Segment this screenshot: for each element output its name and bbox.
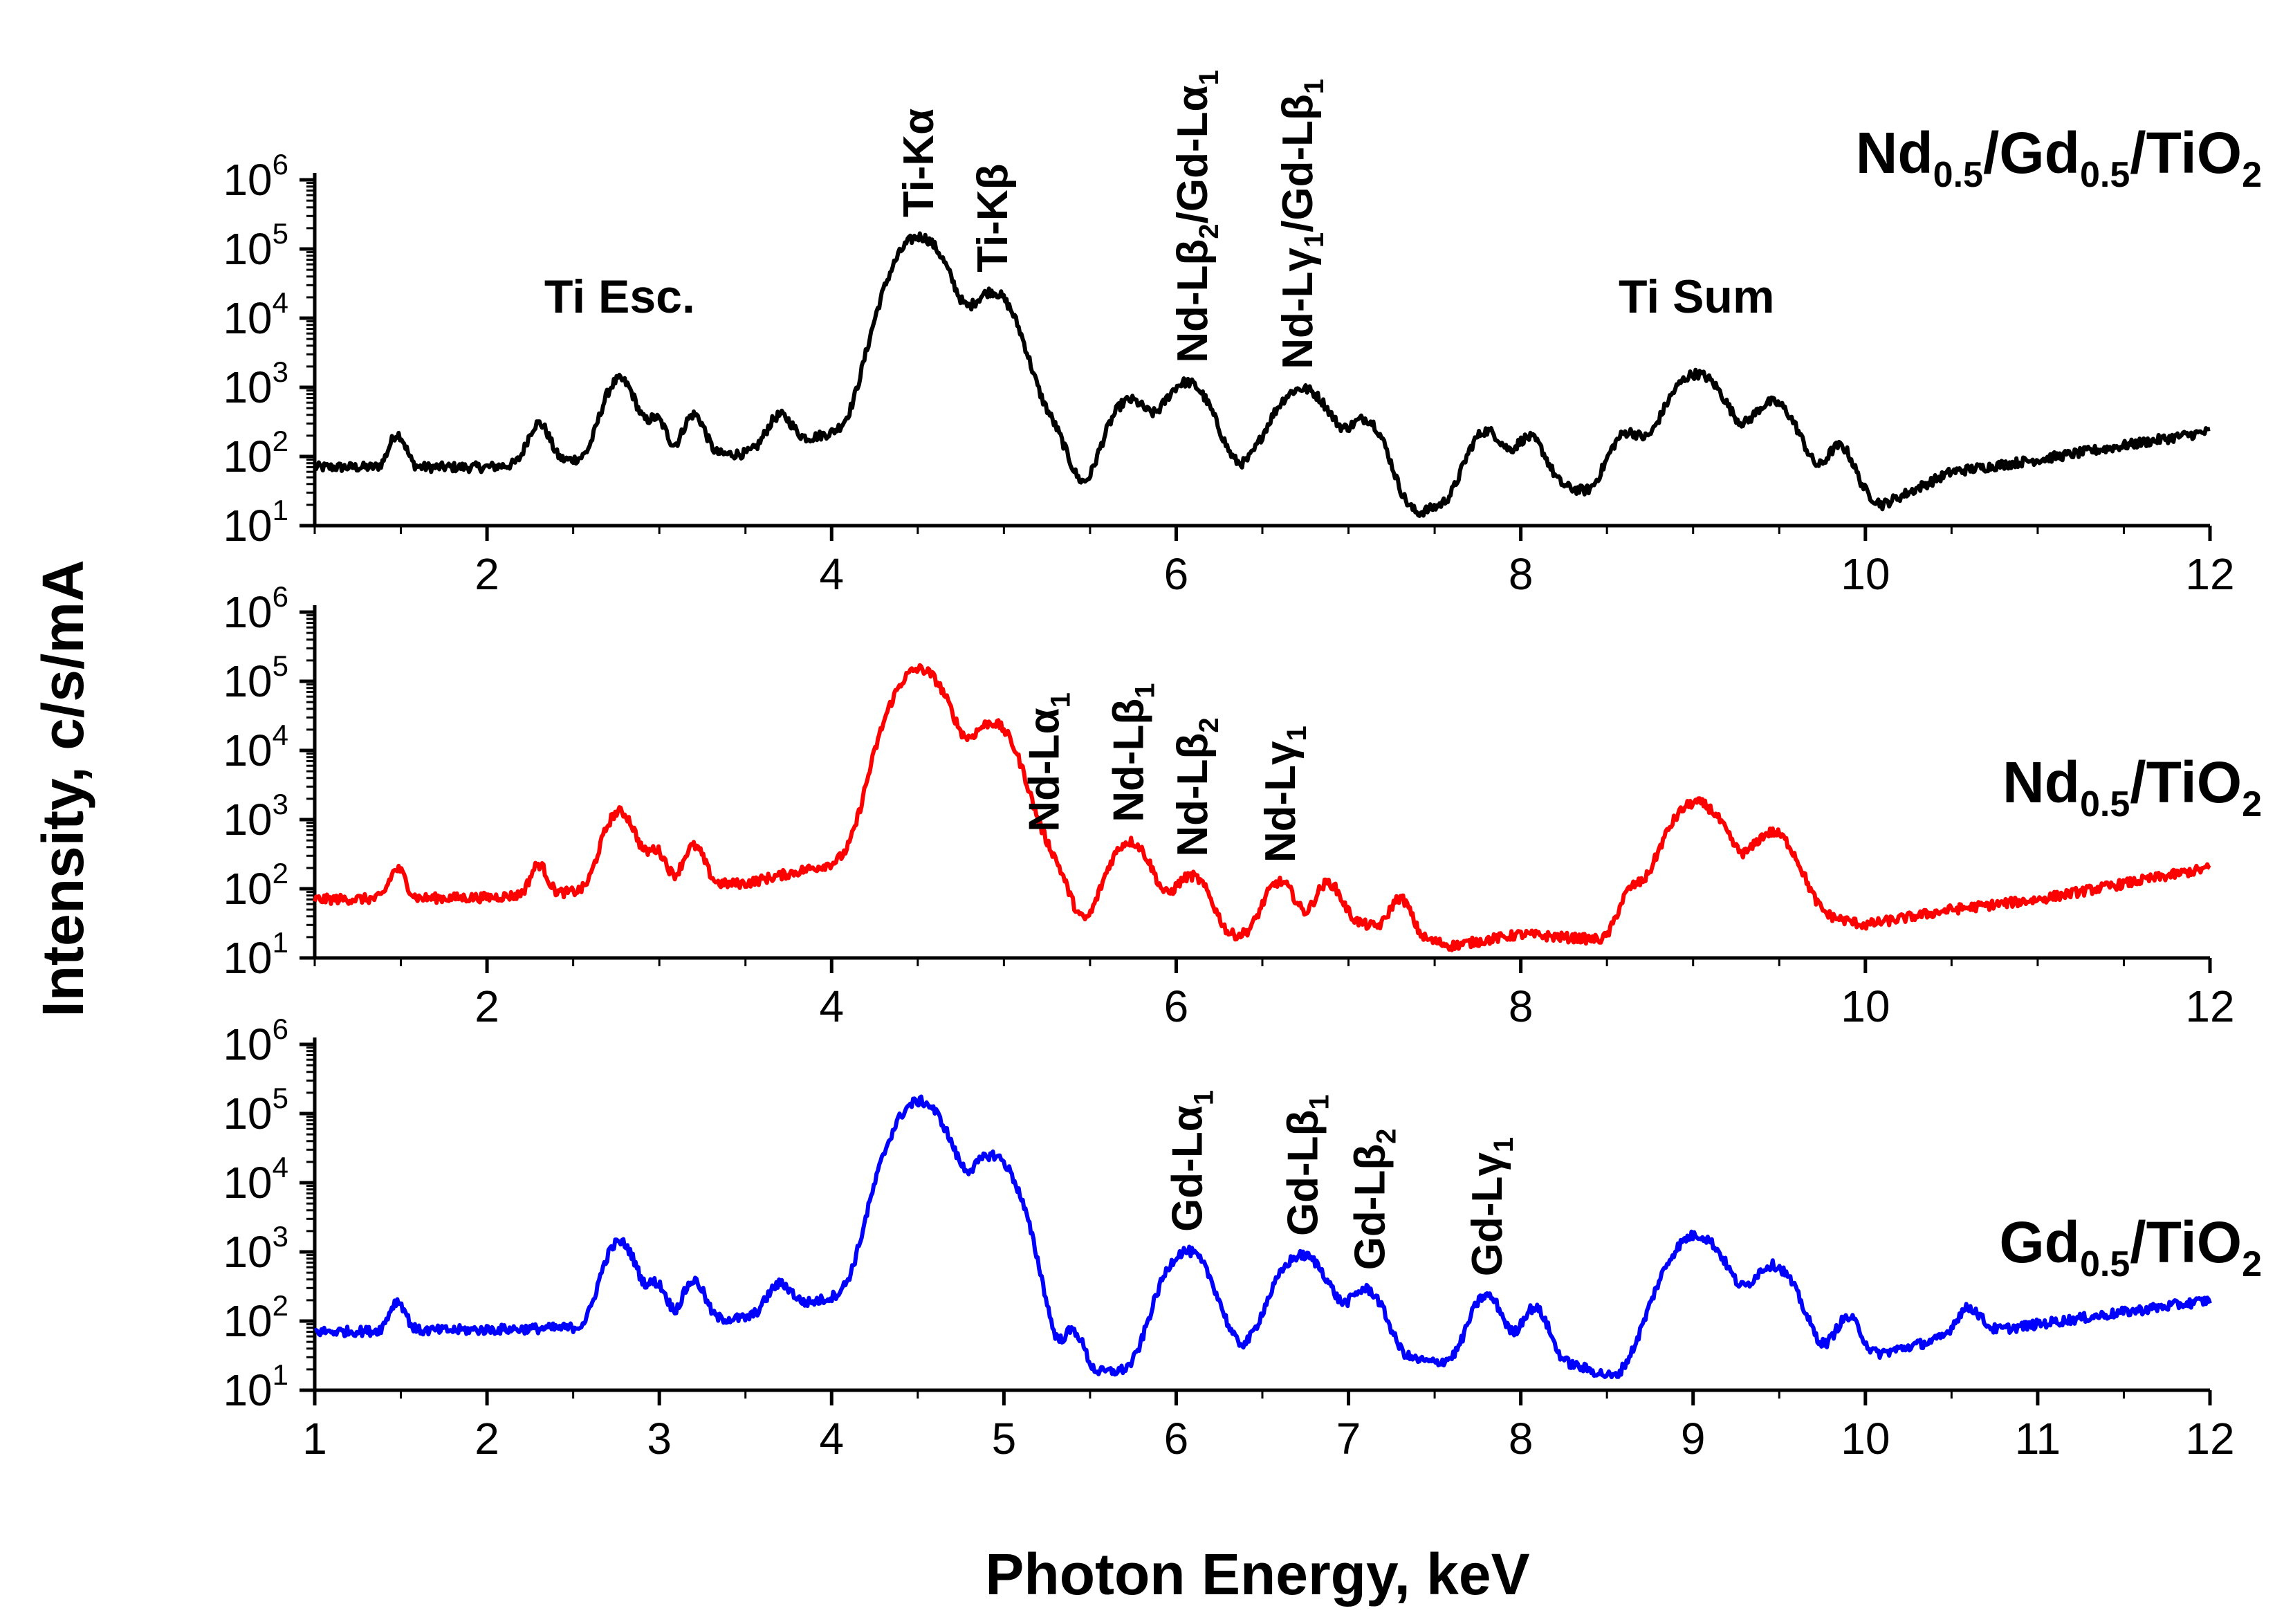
x-tick-label: 6	[1164, 1414, 1189, 1464]
x-tick-label: 9	[1681, 1414, 1706, 1464]
sample-title-1: Nd0.5/Gd0.5/TiO2	[1856, 120, 2262, 195]
y-tick-label: 106	[223, 148, 288, 205]
peak-label-horizontal: Ti Esc.	[544, 270, 695, 323]
y-axis-title: Intensity, c/s/mA	[30, 560, 95, 1017]
x-tick-label: 8	[1509, 981, 1534, 1031]
x-axis-title: Photon Energy, keV	[985, 1542, 1529, 1607]
peak-label: Ti-Kβ	[969, 164, 1017, 273]
x-tick-label: 3	[647, 1414, 672, 1464]
x-tick-label: 2	[475, 981, 499, 1031]
x-tick-label: 4	[819, 1414, 844, 1464]
sample-title-2: Nd0.5/TiO2	[2002, 750, 2262, 824]
x-tick-label: 6	[1164, 981, 1189, 1031]
peak-label: Nd-Lγ1/Gd-Lβ1	[1274, 79, 1329, 369]
y-tick-label: 106	[223, 1013, 288, 1069]
y-tick-label: 105	[223, 649, 288, 706]
y-tick-label: 102	[223, 1289, 288, 1346]
peak-label: Gd-Lγ1	[1464, 1137, 1519, 1276]
peak-label: Gd-Lα1	[1163, 1090, 1219, 1232]
y-tick-label: 101	[223, 926, 288, 983]
sample-title-3: Gd0.5/TiO2	[1999, 1210, 2262, 1284]
x-tick-label: 4	[819, 549, 844, 599]
x-tick-label: 7	[1336, 1414, 1361, 1464]
y-tick-label: 104	[223, 719, 288, 775]
y-tick-label: 104	[223, 1151, 288, 1208]
y-tick-label: 104	[223, 286, 288, 343]
x-tick-label: 4	[819, 981, 844, 1031]
y-tick-label: 103	[223, 788, 288, 845]
peak-label: Nd-Lγ1	[1257, 726, 1312, 862]
peak-label: Nd-Lβ2	[1169, 717, 1224, 856]
x-tick-label: 12	[2185, 1414, 2234, 1464]
peak-label: Gd-Lβ2	[1346, 1129, 1401, 1271]
peak-label: Gd-Lβ1	[1279, 1094, 1334, 1236]
y-tick-label: 106	[223, 580, 288, 637]
spectrum-series-1	[313, 231, 2211, 518]
y-tick-label: 105	[223, 217, 288, 274]
x-tick-label: 12	[2185, 549, 2234, 599]
spectrum-series-2	[313, 663, 2211, 952]
y-tick-label: 102	[223, 857, 288, 914]
peak-label: Nd-Lβ2/Gd-Lα1	[1169, 70, 1224, 362]
x-tick-label: 10	[1841, 981, 1890, 1031]
peak-label-horizontal: Ti Sum	[1619, 270, 1774, 323]
y-tick-label: 102	[223, 425, 288, 481]
peak-label: Ti-Kα	[895, 109, 943, 218]
x-tick-label: 8	[1509, 1414, 1534, 1464]
y-tick-label: 103	[223, 1220, 288, 1277]
y-tick-label: 101	[223, 494, 288, 551]
y-tick-label: 105	[223, 1082, 288, 1138]
x-tick-label: 5	[992, 1414, 1017, 1464]
spectrum-series-3	[314, 1094, 2212, 1380]
x-tick-label: 2	[475, 549, 499, 599]
peak-label: Nd-Lβ1	[1105, 683, 1161, 822]
x-tick-label: 6	[1164, 549, 1189, 599]
x-tick-label: 10	[1841, 1414, 1890, 1464]
x-tick-label: 11	[2015, 1414, 2061, 1464]
panel-1: 101 102 103 104 105 106 2 4 6 8 10 12 Ti-Kα Ti-Kβ Nd-L…	[223, 70, 2262, 599]
peak-label: Nd-Lα1	[1021, 692, 1076, 832]
x-tick-label: 2	[475, 1414, 499, 1464]
x-tick-label: 1	[302, 1414, 327, 1464]
y-tick-label: 103	[223, 356, 288, 412]
x-tick-label: 12	[2185, 981, 2234, 1031]
x-tick-label: 8	[1509, 549, 1534, 599]
y-tick-label: 101	[223, 1358, 288, 1415]
x-tick-label: 10	[1841, 549, 1890, 599]
